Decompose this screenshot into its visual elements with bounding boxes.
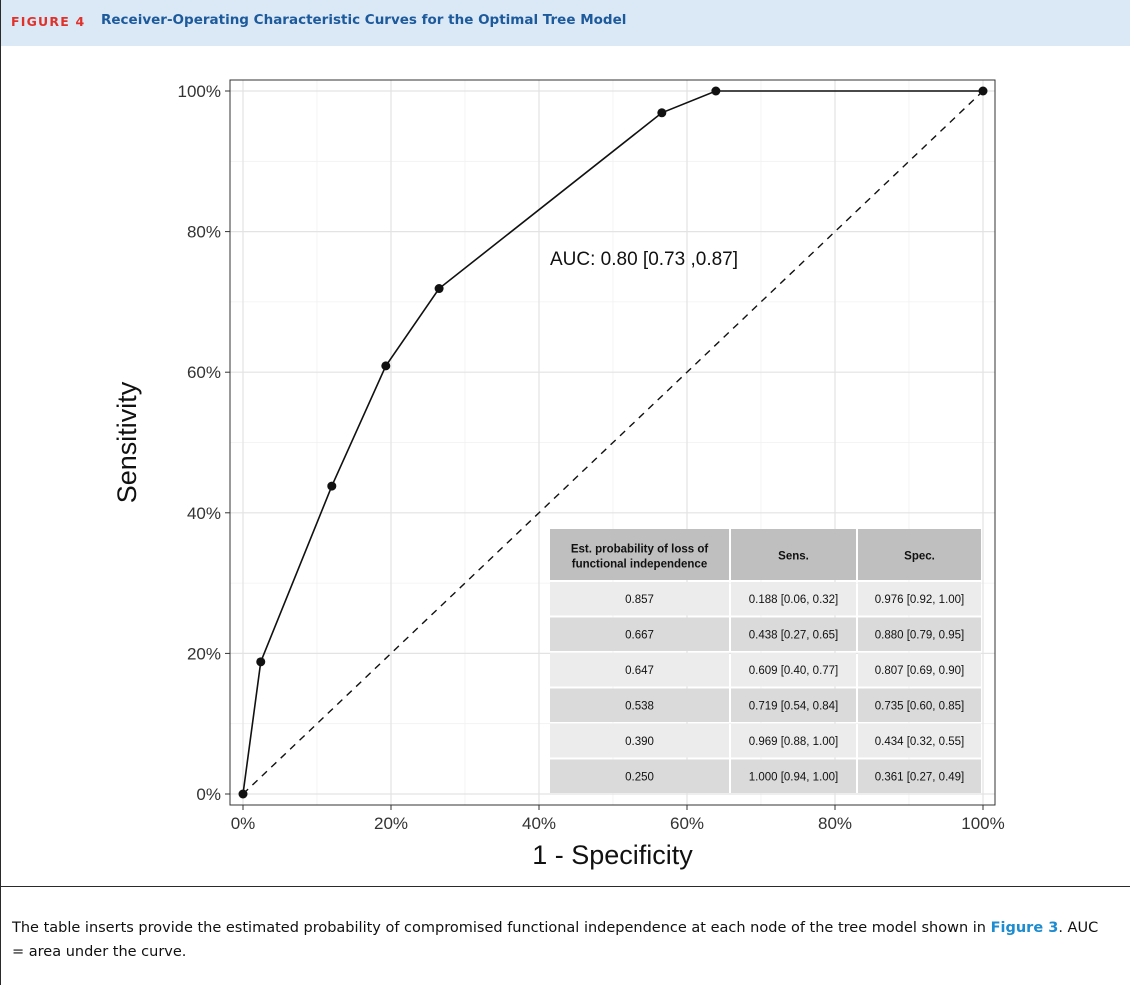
table-header-cell (550, 529, 729, 580)
figure-label: FIGURE 4 (11, 14, 86, 29)
figure-header: FIGURE 4 Receiver-Operating Characterist… (1, 0, 1130, 46)
reference-diagonal (242, 90, 984, 795)
table-cell (731, 617, 856, 651)
diagonal-reference-line (242, 90, 984, 795)
x-tick-label: 100% (961, 814, 1004, 833)
table-cell (550, 582, 729, 616)
table-header-label: Sens. (778, 551, 809, 563)
roc-point (238, 789, 248, 799)
x-tick-label: 20% (374, 814, 408, 833)
table-header-cell (858, 529, 981, 580)
table-cell-text: 0.719 [0.54, 0.84] (749, 700, 839, 712)
table-cell-text: 0.976 [0.92, 1.00] (875, 594, 965, 606)
table-cell (550, 617, 729, 651)
table-cell-text: 0.969 [0.88, 1.00] (749, 736, 839, 748)
roc-point (327, 481, 337, 491)
table-cell-text: 0.188 [0.06, 0.32] (749, 594, 839, 606)
table-cell-text: 0.647 (625, 665, 654, 677)
x-tick-label: 0% (231, 814, 256, 833)
table-cell (731, 653, 856, 687)
plot-panel-border (229, 79, 996, 806)
y-tick-label: 80% (187, 223, 221, 242)
y-tick-label: 40% (187, 504, 221, 523)
y-tick-label: 60% (187, 363, 221, 382)
y-tick-label: 100% (178, 82, 221, 101)
table-cell-text: 0.857 (625, 594, 654, 606)
table-cell-text: 0.609 [0.40, 0.77] (749, 665, 839, 677)
y-tick-label: 0% (196, 785, 221, 804)
table-header-label: Est. probability of loss of (571, 544, 709, 556)
table-cell-text: 0.390 (625, 736, 654, 748)
table-cell (550, 688, 729, 722)
table-cell (731, 724, 856, 758)
table-cell-text: 0.538 (625, 700, 654, 712)
figure-3-link[interactable]: Figure 3 (990, 920, 1059, 936)
axes: 0% 20% 40% 60% 80% 100% 0% 20% 40% 60% 80% 100% (178, 82, 1005, 833)
table-cell (550, 759, 729, 793)
table-cell-text: 0.434 [0.32, 0.55] (875, 736, 965, 748)
table-cell-text: 0.807 [0.69, 0.90] (875, 665, 965, 677)
table-cell (858, 617, 981, 651)
table-cell (550, 653, 729, 687)
table-cell (731, 759, 856, 793)
table-cell-text: 0.880 [0.79, 0.95] (875, 629, 965, 641)
roc-chart: Est. probability of loss of functional in… (112, 79, 1005, 870)
roc-point (256, 657, 266, 667)
roc-curve-line (242, 90, 983, 795)
table-header-label: functional independence (572, 559, 707, 571)
table-cell (858, 653, 981, 687)
table-cell-text: 1.000 [0.94, 1.00] (749, 771, 839, 783)
caption-divider (0, 886, 1130, 887)
roc-point (381, 361, 391, 371)
roc-curve (242, 90, 983, 795)
roc-point (711, 86, 721, 96)
roc-point (978, 86, 988, 96)
figure-title: Receiver-Operating Characteristic Curves… (101, 12, 627, 28)
table-cell-text: 0.438 [0.27, 0.65] (749, 629, 839, 641)
table-cell (550, 724, 729, 758)
x-tick-label: 60% (670, 814, 704, 833)
table-cell (731, 688, 856, 722)
roc-point (434, 284, 444, 294)
table-header-label: Spec. (904, 551, 935, 563)
table-cell-text: 0.667 (625, 629, 654, 641)
roc-points (238, 86, 988, 799)
y-tick-label: 20% (187, 644, 221, 663)
caption-text-end: . AUC = area under the curve. (12, 920, 1099, 960)
table-cell (858, 688, 981, 722)
x-tick-label: 80% (818, 814, 852, 833)
table-cell (731, 582, 856, 616)
x-axis-title: 1 - Specificity (532, 840, 693, 870)
table-cell-text: 0.735 [0.60, 0.85] (875, 700, 965, 712)
table-header-cell (731, 529, 856, 580)
table-cell (858, 582, 981, 616)
estimate-table: Est. probability of loss of functional in… (550, 529, 981, 793)
table-cell (858, 724, 981, 758)
table-cell-text: 0.361 [0.27, 0.49] (875, 771, 965, 783)
y-axis-title: Sensitivity (112, 381, 142, 503)
roc-point (657, 108, 667, 118)
x-tick-label: 40% (522, 814, 556, 833)
figure-caption: The table inserts provide the estimated … (12, 916, 1112, 964)
auc-annotation: AUC: 0.80 [0.73 ,0.87] (550, 249, 738, 270)
table-cell-text: 0.250 (625, 771, 654, 783)
caption-text: The table inserts provide the estimated … (12, 920, 986, 936)
table-cell (858, 759, 981, 793)
